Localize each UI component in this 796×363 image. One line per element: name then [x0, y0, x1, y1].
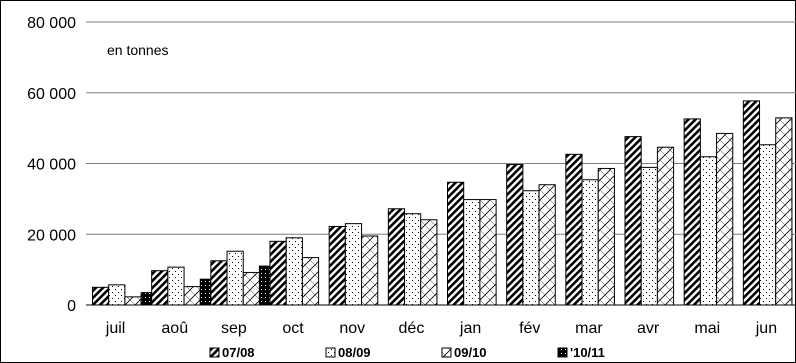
bar-mar-07/08	[565, 153, 583, 306]
legend-swatch	[557, 347, 568, 358]
bar-jun-08/09	[759, 144, 777, 306]
legend-label: 09/10	[454, 345, 487, 360]
bar-oct-09/10	[301, 257, 320, 306]
y-tick-label: 0	[67, 298, 76, 315]
x-tick-label: nov	[339, 320, 365, 337]
bar-jan-09/10	[479, 199, 497, 306]
bar-jun-09/10	[775, 117, 793, 306]
x-tick-label: juil	[105, 320, 126, 337]
bar-déc-08/09	[404, 213, 422, 306]
bars	[92, 100, 793, 306]
x-tick-label: jan	[459, 320, 481, 337]
y-axis: 0 20 000 40 000 60 000 80 000	[27, 15, 76, 315]
legend-label: '10/11	[570, 345, 605, 360]
bar-fév-08/09	[522, 190, 540, 306]
x-tick-label: fév	[519, 320, 540, 337]
bar-mar-08/09	[581, 179, 599, 306]
bar-mai-07/08	[683, 118, 701, 306]
x-tick-label: déc	[399, 320, 425, 337]
bar-mai-09/10	[716, 132, 734, 306]
bar-mai-08/09	[699, 156, 718, 306]
bar-sep-08/09	[226, 250, 244, 306]
bar-jan-08/09	[463, 199, 481, 306]
legend-label: 08/09	[338, 345, 371, 360]
bar-avr-09/10	[656, 146, 675, 306]
legend-swatch	[441, 347, 452, 358]
x-tick-label: aoû	[161, 320, 188, 337]
x-tick-label: oct	[282, 320, 304, 337]
x-tick-label: avr	[637, 320, 660, 337]
legend-swatch	[325, 347, 336, 358]
bar-jun-07/08	[742, 100, 761, 306]
bar-fév-07/08	[506, 164, 524, 306]
legend-label: 07/08	[222, 345, 255, 360]
bar-juil-09/10	[124, 296, 142, 306]
bar-nov-08/09	[344, 223, 363, 306]
bar-avr-07/08	[624, 136, 642, 306]
bar-déc-07/08	[387, 208, 406, 306]
y-tick-label: 20 000	[27, 227, 76, 244]
grid-lines	[86, 21, 796, 306]
bar-oct-07/08	[269, 240, 287, 306]
bar-aoû-09/10	[183, 286, 201, 306]
bar-nov-07/08	[328, 225, 346, 306]
bar-juil-08/09	[108, 284, 126, 306]
bar-sep-09/10	[242, 271, 260, 306]
bar-sep-07/08	[210, 260, 228, 306]
unit-label: en tonnes	[107, 42, 169, 58]
bar-avr-08/09	[640, 166, 658, 306]
x-tick-label: mai	[694, 320, 720, 337]
bar-jan-07/08	[447, 181, 465, 306]
x-axis: juil aoû sep oct nov déc jan fév mar avr mai jun	[105, 320, 777, 337]
x-tick-label: jun	[755, 320, 777, 337]
legend: 07/08 08/09 09/10 '10/11	[209, 345, 605, 360]
x-tick-label: sep	[221, 320, 247, 337]
bar-mar-09/10	[597, 167, 615, 306]
legend-swatch	[209, 347, 220, 358]
y-tick-label: 60 000	[27, 86, 76, 103]
bar-aoû-08/09	[167, 266, 185, 306]
y-tick-label: 80 000	[27, 15, 76, 32]
bar-déc-09/10	[420, 219, 438, 306]
bar-oct-08/09	[285, 237, 303, 306]
x-tick-label: mar	[575, 320, 603, 337]
bar-juil-07/08	[92, 286, 110, 306]
bar-aoû-07/08	[151, 270, 169, 306]
y-tick-label: 40 000	[27, 157, 76, 174]
bar-nov-09/10	[361, 235, 379, 306]
bar-fév-09/10	[538, 184, 556, 306]
